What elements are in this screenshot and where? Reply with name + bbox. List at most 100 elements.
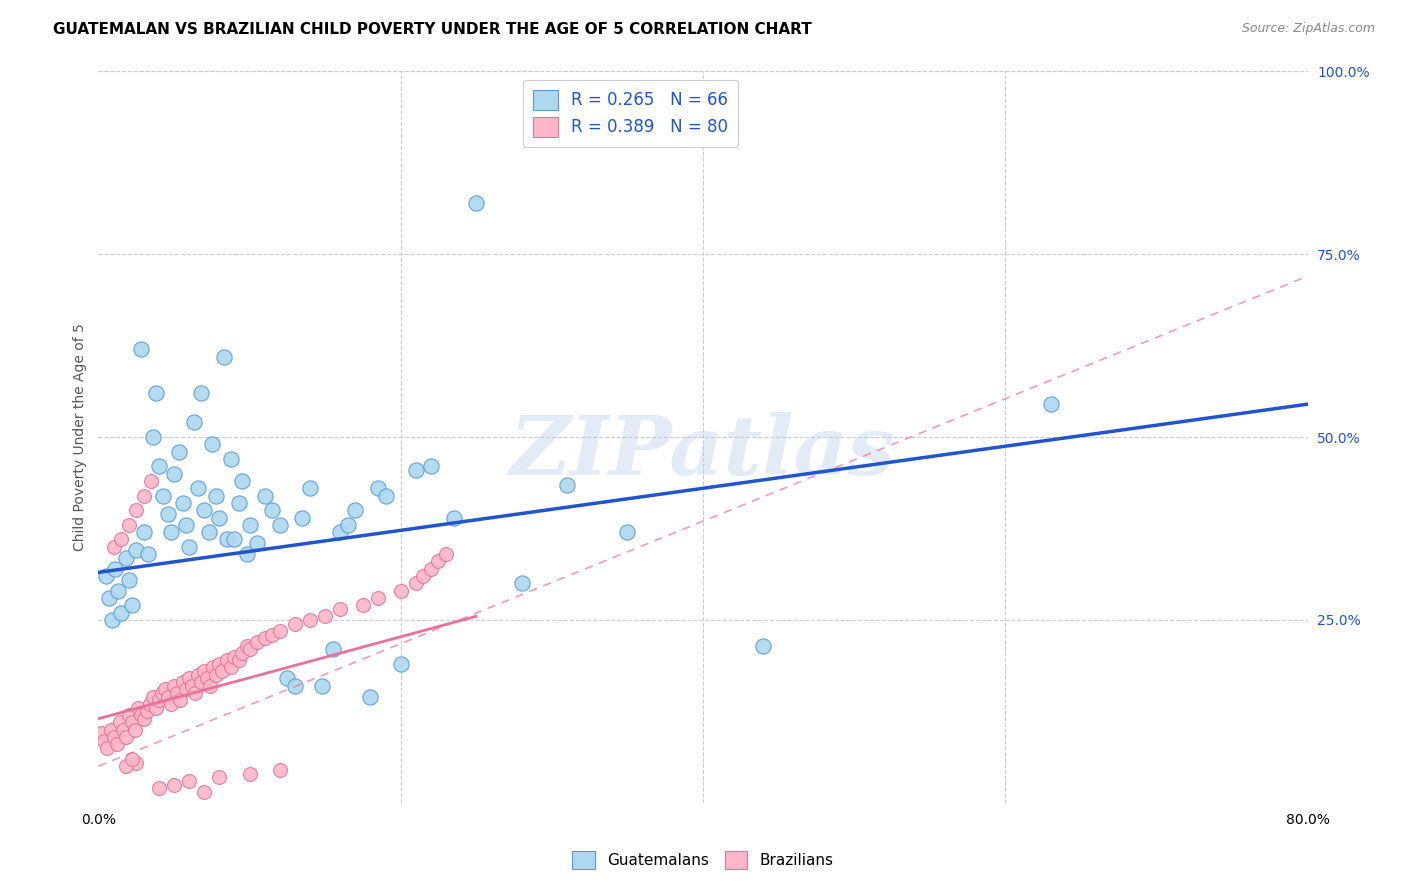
Point <box>231 646 253 660</box>
Point <box>145 386 167 401</box>
Point <box>269 517 291 532</box>
Point <box>246 635 269 649</box>
Point <box>235 547 257 561</box>
Point <box>231 474 253 488</box>
Point <box>160 697 183 711</box>
Point <box>434 547 457 561</box>
Point <box>118 708 141 723</box>
Point <box>269 763 291 777</box>
Point <box>108 715 131 730</box>
Point <box>156 690 179 704</box>
Point <box>148 693 170 707</box>
Point <box>93 733 115 747</box>
Text: Source: ZipAtlas.com: Source: ZipAtlas.com <box>1241 22 1375 36</box>
Point <box>139 697 162 711</box>
Point <box>190 386 212 401</box>
Point <box>132 489 155 503</box>
Point <box>107 583 129 598</box>
Point <box>202 660 225 674</box>
Point <box>224 533 246 547</box>
Point <box>104 562 127 576</box>
Point <box>121 752 143 766</box>
Point <box>193 503 215 517</box>
Point <box>114 550 136 565</box>
Point <box>201 437 224 451</box>
Point <box>322 642 344 657</box>
Point <box>121 599 143 613</box>
Point <box>246 536 269 550</box>
Point <box>443 510 465 524</box>
Point <box>125 543 148 558</box>
Point <box>465 196 488 211</box>
Point <box>105 737 128 751</box>
Point <box>179 540 201 554</box>
Point <box>179 672 201 686</box>
Point <box>111 723 134 737</box>
Point <box>103 540 125 554</box>
Point <box>152 489 174 503</box>
Point <box>1039 397 1062 411</box>
Point <box>221 452 243 467</box>
Point <box>239 766 262 780</box>
Point <box>163 467 186 481</box>
Point <box>239 517 262 532</box>
Point <box>616 525 638 540</box>
Point <box>427 554 450 568</box>
Point <box>101 613 124 627</box>
Point <box>224 649 246 664</box>
Point <box>179 773 201 788</box>
Point <box>129 343 152 357</box>
Point <box>114 759 136 773</box>
Point <box>405 463 427 477</box>
Point <box>555 477 578 491</box>
Point <box>208 657 231 671</box>
Point <box>118 517 141 532</box>
Point <box>172 496 194 510</box>
Point <box>125 756 148 770</box>
Point <box>142 690 165 704</box>
Point <box>114 730 136 744</box>
Point <box>299 613 322 627</box>
Point <box>174 682 197 697</box>
Point <box>153 682 176 697</box>
Point <box>187 667 209 681</box>
Point <box>389 583 412 598</box>
Point <box>197 525 219 540</box>
Point <box>148 459 170 474</box>
Point <box>156 507 179 521</box>
Point <box>190 675 212 690</box>
Point <box>96 740 118 755</box>
Point <box>193 664 215 678</box>
Point <box>166 686 188 700</box>
Point <box>205 667 228 681</box>
Point <box>167 444 190 458</box>
Point <box>127 700 149 714</box>
Point <box>169 693 191 707</box>
Point <box>110 606 132 620</box>
Point <box>135 705 157 719</box>
Point <box>103 730 125 744</box>
Point <box>183 416 205 430</box>
Point <box>367 481 389 495</box>
Point <box>389 657 412 671</box>
Point <box>163 778 186 792</box>
Point <box>187 481 209 495</box>
Point <box>118 573 141 587</box>
Point <box>405 576 427 591</box>
Point <box>239 642 262 657</box>
Point <box>160 525 183 540</box>
Point <box>253 489 276 503</box>
Y-axis label: Child Poverty Under the Age of 5: Child Poverty Under the Age of 5 <box>73 323 87 551</box>
Point <box>269 624 291 638</box>
Point <box>752 639 775 653</box>
Point <box>181 679 204 693</box>
Point <box>291 510 314 524</box>
Point <box>215 653 238 667</box>
Point <box>121 715 143 730</box>
Point <box>211 664 233 678</box>
Point <box>352 599 374 613</box>
Point <box>262 503 284 517</box>
Point <box>110 533 132 547</box>
Point <box>374 489 396 503</box>
Point <box>314 609 336 624</box>
